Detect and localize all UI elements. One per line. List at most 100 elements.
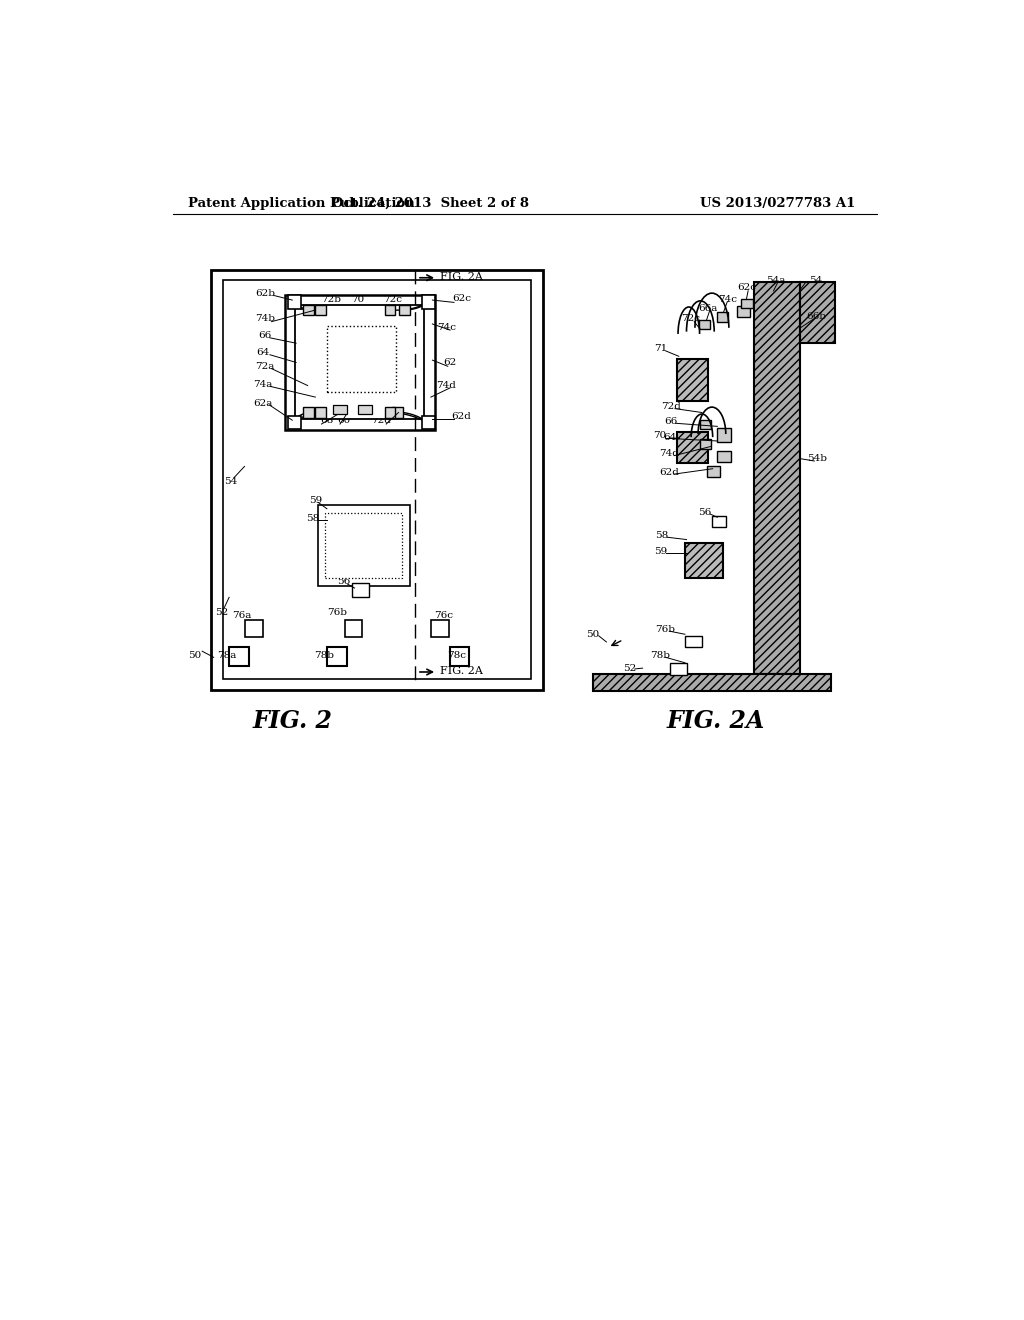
Text: 59: 59	[308, 496, 322, 504]
Text: FIG. 2: FIG. 2	[252, 709, 332, 733]
Bar	[399, 305, 410, 315]
Text: 78c: 78c	[446, 651, 466, 660]
Text: 78b: 78b	[314, 651, 335, 660]
Bar	[211, 271, 543, 689]
Bar	[333, 405, 347, 414]
Bar	[245, 620, 263, 638]
Text: 76b: 76b	[655, 626, 675, 634]
Bar	[712, 516, 726, 527]
Text: Oct. 24, 2013  Sheet 2 of 8: Oct. 24, 2013 Sheet 2 of 8	[333, 197, 529, 210]
Bar	[451, 647, 469, 665]
Bar	[315, 305, 326, 315]
Text: 76b: 76b	[327, 609, 347, 618]
Text: 70: 70	[351, 294, 365, 304]
Text: FIG. 2A: FIG. 2A	[667, 709, 765, 733]
Bar	[707, 466, 720, 478]
Text: 72d: 72d	[662, 401, 681, 411]
Text: FIG. 2A: FIG. 2A	[440, 667, 483, 676]
Text: 74a: 74a	[253, 380, 272, 388]
Bar	[326, 512, 402, 578]
Text: 62b: 62b	[255, 289, 275, 297]
Text: 72a: 72a	[256, 362, 275, 371]
Bar	[303, 407, 313, 418]
Bar	[229, 647, 249, 665]
Bar	[431, 620, 450, 638]
Bar	[357, 405, 372, 414]
Bar	[352, 583, 370, 598]
Text: 54a: 54a	[766, 276, 785, 285]
Bar	[295, 305, 424, 418]
Text: 60: 60	[337, 416, 350, 425]
Text: 62c: 62c	[453, 294, 471, 304]
Text: 66: 66	[259, 331, 272, 341]
Text: 66: 66	[665, 417, 678, 426]
Text: 68: 68	[321, 416, 334, 425]
Text: 62c: 62c	[737, 284, 756, 292]
Bar	[288, 416, 301, 429]
Bar	[288, 296, 301, 309]
Text: 72c: 72c	[383, 294, 401, 304]
Bar	[317, 504, 410, 586]
Bar	[755, 281, 801, 675]
Text: 58: 58	[306, 515, 319, 523]
Text: 72c: 72c	[682, 314, 700, 323]
Bar	[717, 313, 728, 322]
Text: 72b: 72b	[321, 294, 341, 304]
Bar	[385, 305, 395, 315]
Text: 62a: 62a	[253, 399, 272, 408]
Bar	[685, 544, 724, 578]
Text: 64: 64	[663, 433, 676, 442]
Bar	[717, 428, 731, 442]
Bar	[345, 620, 361, 638]
Bar	[315, 407, 326, 418]
Text: Patent Application Publication: Patent Application Publication	[188, 197, 415, 210]
Text: 78b: 78b	[650, 651, 671, 660]
Bar	[223, 280, 531, 678]
Bar	[392, 407, 403, 418]
Text: 56: 56	[337, 577, 350, 586]
Text: 74b: 74b	[255, 314, 275, 323]
Bar	[685, 636, 701, 647]
Bar	[385, 407, 395, 418]
Bar	[422, 416, 435, 429]
Text: 54: 54	[809, 276, 822, 285]
Text: 52: 52	[215, 609, 228, 618]
Bar	[700, 420, 711, 429]
Text: FIG. 2A: FIG. 2A	[440, 272, 483, 282]
Text: 62: 62	[443, 358, 457, 367]
Text: 74c: 74c	[437, 323, 456, 333]
Bar	[327, 326, 396, 392]
Text: 66a: 66a	[698, 304, 718, 313]
Text: 62d: 62d	[452, 412, 472, 421]
Bar	[422, 296, 435, 309]
Bar	[801, 281, 836, 343]
Text: 56: 56	[697, 508, 711, 517]
Text: 74c: 74c	[718, 294, 737, 304]
Bar	[670, 663, 686, 675]
Text: 62d: 62d	[659, 469, 680, 477]
Text: 70: 70	[653, 432, 667, 440]
Bar	[698, 321, 710, 330]
Bar	[700, 440, 711, 449]
Bar	[285, 296, 435, 430]
Text: 76a: 76a	[232, 611, 252, 619]
Text: 50: 50	[187, 651, 201, 660]
Bar	[593, 675, 831, 692]
Text: 74d: 74d	[436, 381, 457, 389]
Bar	[677, 359, 708, 401]
Bar	[677, 432, 708, 462]
Text: 59: 59	[653, 546, 667, 556]
Text: 54: 54	[224, 478, 238, 486]
Bar	[327, 647, 347, 665]
Text: 71: 71	[301, 362, 314, 371]
Text: 71: 71	[653, 345, 667, 352]
Text: US 2013/0277783 A1: US 2013/0277783 A1	[699, 197, 855, 210]
Text: 50: 50	[586, 630, 599, 639]
Text: 66b: 66b	[806, 312, 826, 321]
Bar	[736, 306, 751, 317]
Text: 52: 52	[623, 664, 636, 673]
Text: 64: 64	[256, 348, 269, 356]
Bar	[717, 451, 731, 462]
Text: 58: 58	[655, 531, 669, 540]
Text: 76c: 76c	[434, 611, 453, 619]
